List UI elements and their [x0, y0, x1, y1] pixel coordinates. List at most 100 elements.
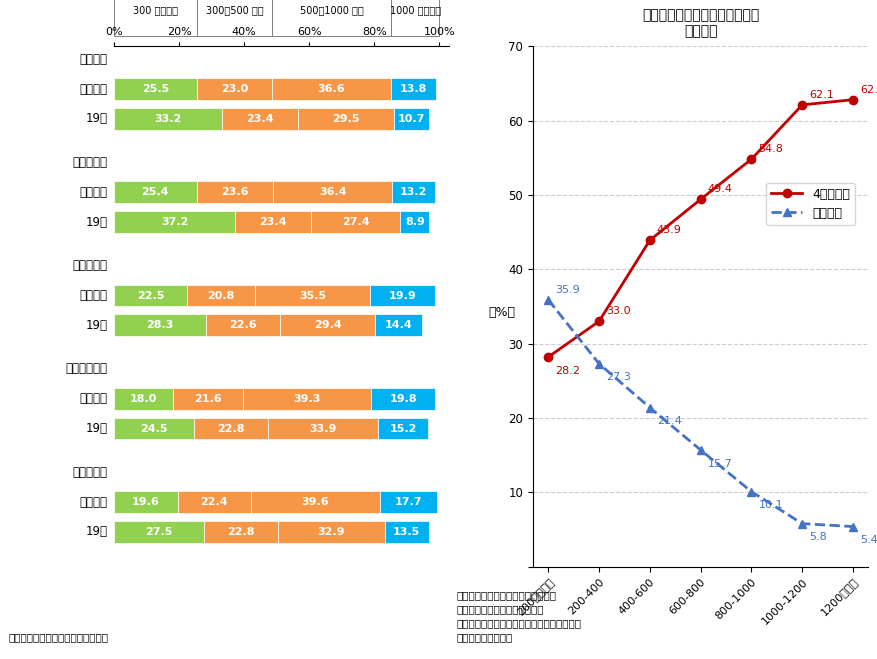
Text: 19.9: 19.9: [389, 291, 417, 301]
Text: 14.4: 14.4: [385, 320, 413, 330]
4年制大学: [594, 318, 604, 326]
4年制大学: [746, 156, 757, 163]
Text: 62.1: 62.1: [809, 90, 834, 100]
Bar: [278, 521, 385, 543]
Text: 28.3: 28.3: [146, 320, 174, 330]
Text: 32.9: 32.9: [317, 527, 345, 537]
Text: 300〜500 万円: 300〜500 万円: [205, 5, 263, 14]
Bar: [298, 108, 395, 130]
Bar: [114, 181, 196, 203]
Bar: [114, 418, 194, 440]
FancyBboxPatch shape: [114, 0, 197, 36]
就職など: [645, 403, 655, 411]
Text: 33.9: 33.9: [310, 424, 337, 434]
Bar: [114, 211, 235, 233]
Text: 22.4: 22.4: [201, 497, 228, 507]
Bar: [391, 78, 436, 100]
Bar: [401, 211, 430, 233]
4年制大学: [797, 101, 808, 109]
Text: 43.9: 43.9: [657, 225, 681, 235]
Bar: [114, 314, 206, 336]
Bar: [206, 314, 280, 336]
Bar: [251, 491, 380, 513]
Bar: [274, 181, 392, 203]
Bar: [114, 78, 197, 100]
FancyBboxPatch shape: [197, 0, 272, 36]
Text: 27.5: 27.5: [145, 527, 173, 537]
Text: 22.5: 22.5: [137, 291, 164, 301]
Text: 19.6: 19.6: [132, 497, 160, 507]
Text: 19年: 19年: [85, 525, 108, 538]
Text: 出典：東京大学大学院教育学研究科
　大学経営・政策研究センター
「高校生の進路と親の年収の関連について」
（平成２１年７月）: 出典：東京大学大学院教育学研究科 大学経営・政策研究センター 「高校生の進路と親…: [456, 590, 581, 643]
Bar: [280, 314, 375, 336]
Bar: [187, 285, 255, 306]
Bar: [178, 491, 251, 513]
Text: 〈愛知県〉: 〈愛知県〉: [73, 466, 108, 478]
Text: 27.4: 27.4: [342, 217, 369, 227]
就職など: [695, 446, 706, 454]
Bar: [272, 78, 391, 100]
Line: 4年制大学: 4年制大学: [544, 96, 857, 361]
4年制大学: [695, 195, 706, 203]
Bar: [222, 108, 298, 130]
Text: 49.4: 49.4: [708, 185, 732, 194]
Text: 33.2: 33.2: [154, 114, 182, 124]
Bar: [255, 285, 370, 306]
就職など: [543, 296, 553, 304]
Bar: [235, 211, 311, 233]
Text: 35.9: 35.9: [555, 285, 580, 295]
就職など: [797, 520, 808, 528]
Text: 24.5: 24.5: [140, 424, 168, 434]
Text: 平成４年: 平成４年: [80, 289, 108, 302]
Bar: [311, 211, 401, 233]
Text: 39.6: 39.6: [302, 497, 329, 507]
Title: 両親年収別の高校卒業後の進路
（全国）: 両親年収別の高校卒業後の進路 （全国）: [642, 8, 759, 38]
Text: 39.3: 39.3: [293, 394, 320, 404]
Bar: [392, 181, 435, 203]
Text: 23.6: 23.6: [221, 187, 249, 197]
Text: 20.8: 20.8: [207, 291, 235, 301]
Text: 19年: 19年: [85, 112, 108, 125]
Bar: [370, 285, 435, 306]
Bar: [194, 418, 268, 440]
Text: 平成４年: 平成４年: [80, 186, 108, 199]
Text: 5.8: 5.8: [809, 532, 827, 542]
Text: 〈神奈川県〉: 〈神奈川県〉: [66, 362, 108, 376]
Bar: [385, 521, 429, 543]
就職など: [594, 360, 604, 368]
Text: 10.7: 10.7: [398, 114, 425, 124]
Text: 23.0: 23.0: [221, 84, 248, 94]
Text: 13.8: 13.8: [400, 84, 427, 94]
Text: 500〜1000 万円: 500〜1000 万円: [300, 5, 363, 14]
Bar: [203, 521, 278, 543]
Bar: [380, 491, 437, 513]
Text: 25.4: 25.4: [141, 187, 169, 197]
Text: 平成４年: 平成４年: [80, 392, 108, 405]
Y-axis label: （%）: （%）: [488, 306, 515, 320]
4年制大学: [543, 353, 553, 361]
Text: 37.2: 37.2: [160, 217, 189, 227]
Text: 13.5: 13.5: [393, 527, 420, 537]
Text: 22.8: 22.8: [217, 424, 245, 434]
Text: 35.5: 35.5: [299, 291, 326, 301]
Text: 22.8: 22.8: [227, 527, 254, 537]
Bar: [371, 388, 435, 410]
Text: 15.2: 15.2: [389, 424, 417, 434]
FancyBboxPatch shape: [391, 0, 439, 36]
Bar: [243, 388, 371, 410]
Text: 〈大阪府〉: 〈大阪府〉: [73, 156, 108, 169]
Bar: [173, 388, 243, 410]
Text: 21.6: 21.6: [194, 394, 222, 404]
Text: 1000 万円以上: 1000 万円以上: [389, 5, 441, 14]
Text: 29.5: 29.5: [332, 114, 360, 124]
Text: 18.0: 18.0: [130, 394, 157, 404]
Text: 10.1: 10.1: [759, 500, 783, 510]
Text: 出典：総務省「就業構造基本調査」: 出典：総務省「就業構造基本調査」: [9, 633, 109, 643]
Text: 19.8: 19.8: [389, 394, 417, 404]
Text: 22.6: 22.6: [229, 320, 257, 330]
Text: 19年: 19年: [85, 422, 108, 435]
Text: 23.4: 23.4: [246, 114, 274, 124]
Text: 19年: 19年: [85, 215, 108, 229]
Bar: [114, 388, 173, 410]
Text: 23.4: 23.4: [260, 217, 287, 227]
